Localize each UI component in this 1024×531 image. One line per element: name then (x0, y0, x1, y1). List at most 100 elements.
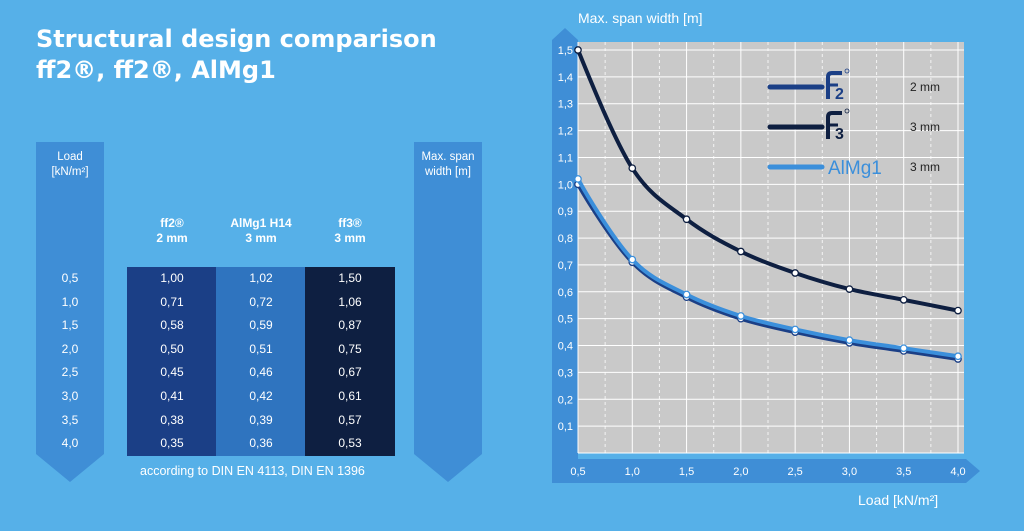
data-point (574, 46, 582, 54)
col-header-sub: 3 mm (245, 231, 277, 245)
y-tick-label: 1,4 (558, 72, 573, 84)
load-arrow-label-2: [kN/m²] (51, 166, 89, 178)
plot-background (578, 42, 964, 453)
col-almg1: 1,02 0,72 0,59 0,51 0,46 0,42 0,39 0,36 (216, 267, 306, 456)
logo-registered-mark (844, 68, 850, 74)
x-tick-label: 3,5 (896, 466, 911, 478)
load-arrow-label: Load [kN/m²] (36, 150, 104, 180)
data-point (791, 269, 799, 277)
chart-series (574, 46, 962, 363)
load-value: 2,5 (61, 365, 79, 380)
data-point (899, 344, 908, 353)
legend-series-name: AlMg1 (828, 158, 882, 179)
y-tick-label: 1,5 (558, 45, 573, 57)
table-cell: 0,57 (338, 412, 362, 427)
col-header-name: ff2® (160, 216, 184, 230)
title-line-2: ff2®, ff2®, AlMg1 (36, 56, 276, 84)
load-value: 4,0 (61, 436, 79, 451)
y-tick-label: 1,0 (558, 179, 573, 191)
table-cell: 1,00 (160, 271, 184, 285)
legend-thickness-label: 3 mm (910, 120, 940, 134)
y-tick-label: 0,5 (558, 314, 573, 326)
col-header-ff2: ff2® 2 mm (127, 216, 217, 246)
table-cell: 0,67 (338, 365, 362, 380)
data-point (574, 175, 582, 183)
load-arrow-shape (36, 142, 104, 482)
logo-digit: 3 (835, 126, 844, 143)
logo-stroke (826, 111, 842, 139)
chart-grid (577, 42, 964, 454)
data-point (845, 285, 854, 293)
y-axis-arrow (552, 28, 578, 473)
y-tick-label: 0,7 (558, 260, 573, 272)
data-point (954, 306, 962, 315)
title-line-1: Structural design comparison (36, 25, 437, 53)
y-tick-label: 1,1 (558, 152, 573, 164)
y-tick-label: 0,2 (558, 394, 573, 406)
load-value: 1,5 (61, 318, 79, 333)
col-header-sub: 2 mm (156, 231, 188, 245)
y-tick-label: 0,6 (558, 287, 573, 299)
span-arrow-label-1: Max. span (421, 151, 475, 163)
load-value: 1,0 (61, 294, 79, 309)
legend-thickness-label: 3 mm (910, 160, 940, 174)
data-point (628, 164, 637, 173)
table-cell: 0,87 (338, 318, 362, 333)
y-axis-title: Max. span width [m] (578, 10, 703, 26)
table-cell: 0,72 (249, 294, 273, 309)
table-cell: 0,41 (160, 388, 184, 403)
table-cell: 0,38 (160, 412, 184, 427)
span-arrow-label: Max. span width [m] (414, 150, 482, 180)
table-cell: 0,35 (160, 436, 184, 451)
data-point (791, 325, 799, 334)
table-cell: 1,50 (338, 271, 362, 285)
y-tick-label: 1,2 (558, 126, 573, 138)
table-cell: 0,45 (160, 365, 184, 380)
col-header-name: AlMg1 H14 (230, 216, 292, 230)
col-header-name: ff3® (338, 216, 362, 230)
load-arrow: Load [kN/m²] (36, 142, 104, 482)
load-arrow-label-1: Load (57, 151, 83, 163)
y-tick-label: 0,3 (558, 367, 573, 379)
data-point (682, 290, 691, 299)
y-tick-label: 0,4 (558, 341, 573, 353)
page-title: Structural design comparison ff2®, ff2®,… (36, 24, 437, 86)
data-point (899, 296, 908, 304)
load-value: 3,0 (61, 388, 79, 403)
table-cell: 0,36 (249, 436, 273, 451)
x-tick-label: 3,0 (842, 466, 857, 478)
footnote: according to DIN EN 4113, DIN EN 1396 (140, 464, 365, 478)
x-tick-label: 1,5 (679, 466, 694, 478)
x-axis-title: Load [kN/m²] (858, 492, 939, 508)
table-cell: 0,53 (338, 436, 362, 451)
data-point (628, 255, 637, 264)
col-header-ff3: ff3® 3 mm (305, 216, 395, 246)
data-point (845, 336, 854, 345)
span-arrow-label-2: width [m] (424, 166, 471, 178)
y-tick-label: 0,9 (558, 206, 573, 218)
span-arrow-shape (414, 142, 482, 482)
table-cell: 0,39 (249, 412, 273, 427)
table-cell: 0,58 (160, 318, 184, 333)
load-value: 0,5 (61, 271, 79, 285)
y-tick-label: 0,8 (558, 233, 573, 245)
chart-ticks: 0,1 0,2 0,3 0,4 0,5 0,6 0,7 0,8 0,9 1,0 1,1 1,2 1,3 1… (558, 45, 966, 478)
col-ff2: 1,00 0,71 0,58 0,50 0,45 0,41 0,38 0,35 (127, 267, 217, 456)
col-header-sub: 3 mm (334, 231, 366, 245)
logo-registered-mark (844, 108, 850, 114)
ff3-logo-icon: 3 (826, 108, 850, 143)
x-tick-label: 2,0 (733, 466, 748, 478)
table-cell: 0,75 (338, 341, 362, 356)
table-cell: 0,51 (249, 341, 273, 356)
legend-thickness-label: 2 mm (910, 80, 940, 94)
col-ff3: 1,50 1,06 0,87 0,75 0,67 0,61 0,57 0,53 (305, 267, 395, 456)
table-cell: 0,61 (338, 388, 362, 403)
table-cell: 0,50 (160, 341, 184, 356)
y-tick-label: 1,3 (558, 99, 573, 111)
span-arrow: Max. span width [m] (414, 142, 482, 482)
logo-digit: 2 (835, 86, 844, 103)
col-header-almg1: AlMg1 H14 3 mm (216, 216, 306, 246)
x-axis-arrow (552, 459, 980, 483)
y-tick-label: 0,1 (558, 421, 573, 433)
